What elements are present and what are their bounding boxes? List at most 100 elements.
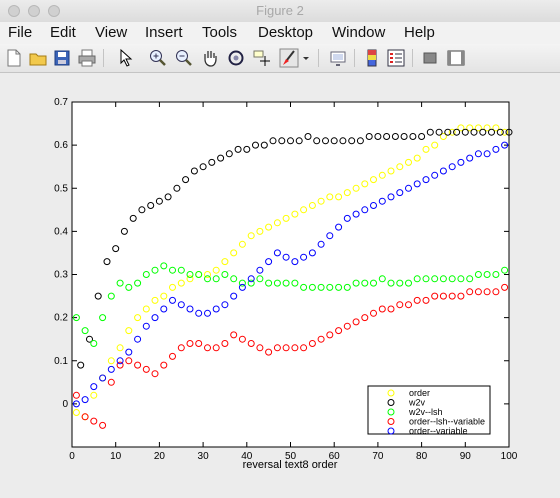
data-point — [396, 279, 404, 287]
data-point — [142, 305, 150, 313]
toolbar-separator — [412, 49, 413, 67]
menu-view[interactable]: View — [95, 24, 128, 41]
data-point — [405, 158, 412, 166]
close-window-button[interactable] — [8, 5, 20, 17]
data-point — [501, 128, 509, 136]
data-point — [308, 283, 316, 291]
data-point — [365, 133, 373, 140]
data-point — [370, 309, 377, 317]
data-point — [90, 340, 98, 347]
menu-insert[interactable]: Insert — [145, 24, 183, 41]
data-point — [186, 275, 194, 283]
data-point — [125, 357, 133, 365]
data-point — [343, 283, 351, 291]
data-point — [431, 275, 439, 283]
data-point — [422, 145, 430, 153]
data-point — [343, 214, 351, 222]
toolbar-separator — [318, 49, 319, 67]
zoom-out-icon[interactable] — [174, 48, 194, 68]
data-point — [142, 271, 150, 278]
data-point — [282, 279, 290, 287]
data-point — [457, 124, 465, 132]
brush-icon[interactable] — [279, 48, 299, 68]
data-point — [352, 279, 360, 287]
data-point — [387, 167, 395, 175]
data-point — [151, 266, 159, 274]
show-plot-tools-icon[interactable] — [446, 48, 466, 68]
data-point — [265, 223, 273, 231]
data-point — [107, 365, 115, 373]
data-point — [129, 214, 137, 222]
pointer-icon[interactable] — [116, 48, 136, 68]
link-plot-icon[interactable] — [328, 48, 348, 68]
data-point — [317, 335, 325, 343]
x-tick-label: 60 — [329, 451, 341, 462]
legend[interactable]: orderw2vw2v--lshorder--lsh--variableorde… — [367, 385, 491, 436]
legend-marker — [387, 408, 395, 416]
data-point — [260, 141, 268, 149]
data-point — [343, 322, 351, 330]
y-tick-label: 0 — [62, 399, 68, 410]
data-point — [204, 275, 211, 283]
data-point — [448, 292, 456, 300]
menu-window[interactable]: Window — [332, 24, 386, 41]
save-icon[interactable] — [52, 48, 72, 68]
data-point — [308, 202, 316, 209]
data-point — [326, 331, 334, 339]
menu-desktop[interactable]: Desktop — [258, 24, 314, 41]
data-point — [370, 176, 377, 184]
legend-label: order — [409, 388, 430, 398]
data-point — [94, 292, 102, 300]
pan-hand-icon[interactable] — [200, 48, 220, 68]
colorbar-icon[interactable] — [362, 48, 382, 68]
data-point — [204, 309, 211, 317]
data-point — [291, 258, 299, 266]
data-point — [361, 279, 369, 287]
data-point — [391, 133, 399, 140]
data-point — [230, 249, 238, 257]
data-point — [431, 171, 439, 179]
data-cursor-icon[interactable] — [252, 48, 272, 68]
data-point — [492, 124, 500, 132]
menu-help[interactable]: Help — [404, 24, 435, 41]
menu-edit[interactable]: Edit — [50, 24, 76, 41]
data-point — [204, 271, 211, 278]
hide-plot-tools-icon[interactable] — [420, 48, 440, 68]
data-point — [278, 137, 286, 145]
data-point — [195, 309, 203, 317]
zoom-in-icon[interactable] — [148, 48, 168, 68]
rotate-3d-icon[interactable] — [226, 48, 246, 68]
data-point — [230, 275, 238, 283]
data-point — [99, 314, 107, 322]
legend-icon[interactable] — [386, 48, 406, 68]
data-point — [335, 283, 343, 291]
zoom-window-button[interactable] — [48, 5, 60, 17]
data-point — [225, 150, 233, 158]
x-tick-label: 20 — [154, 451, 166, 462]
data-point — [247, 279, 255, 287]
data-point — [483, 288, 491, 296]
menu-tools[interactable]: Tools — [202, 24, 238, 41]
data-point — [155, 197, 163, 205]
new-figure-icon[interactable] — [4, 48, 24, 68]
minimize-window-button[interactable] — [28, 5, 40, 17]
data-point — [273, 279, 281, 287]
data-point — [352, 210, 360, 218]
data-point — [405, 279, 412, 287]
chart-svg[interactable]: 0 10 20 30 40 50 60 70 80 90 100 0 0.1 0.2 0.3 0.4 0.5 0.… — [0, 73, 560, 493]
data-point — [426, 128, 434, 136]
x-tick-label: 100 — [501, 451, 518, 462]
data-point — [435, 128, 443, 136]
data-point — [374, 133, 382, 140]
data-point — [120, 227, 128, 235]
x-tick-label: 0 — [69, 451, 75, 462]
data-point — [501, 141, 509, 149]
data-point — [396, 163, 404, 171]
print-icon[interactable] — [77, 48, 97, 68]
data-point — [273, 249, 281, 257]
data-point — [313, 137, 321, 145]
open-file-icon[interactable] — [28, 48, 48, 68]
data-point — [72, 314, 80, 322]
brush-dropdown-icon[interactable] — [300, 48, 312, 68]
menu-file[interactable]: File — [8, 24, 33, 41]
